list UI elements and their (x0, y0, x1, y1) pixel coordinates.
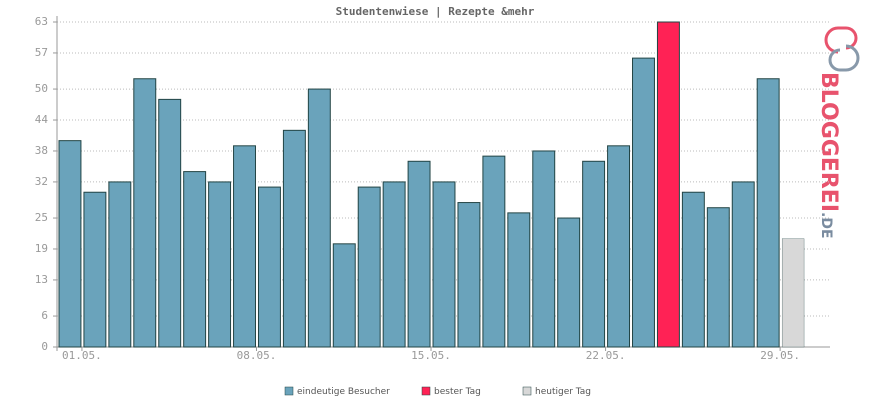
y-tick-label: 44 (35, 113, 49, 126)
logo (824, 26, 860, 72)
logo-shape (824, 26, 858, 54)
logo-shape (828, 44, 860, 72)
watermark-suffix: .DE (818, 212, 834, 239)
legend-swatch (421, 386, 431, 396)
legend-swatch (522, 386, 532, 396)
y-tick-label: 0 (41, 340, 48, 353)
x-tick-label: 29.05. (760, 349, 800, 362)
y-tick-label: 38 (35, 144, 48, 157)
bar (557, 217, 581, 348)
bar (108, 181, 132, 348)
y-tick-label: 19 (35, 242, 48, 255)
bar (282, 129, 306, 348)
legend-item: heutiger Tag (522, 386, 591, 397)
legend-label: heutiger Tag (535, 387, 591, 397)
bar (58, 140, 82, 348)
bar (432, 181, 456, 348)
x-tick-label: 01.05. (62, 349, 102, 362)
bar (407, 160, 431, 348)
bar (208, 181, 232, 348)
bar (731, 181, 755, 348)
bar (133, 78, 157, 348)
watermark: BLOGGEREI.DE (816, 72, 841, 239)
legend-swatch (284, 386, 294, 396)
bar (457, 202, 481, 348)
y-tick-label: 13 (35, 273, 48, 286)
legend-label: bester Tag (434, 387, 481, 397)
watermark-main: BLOGGEREI (816, 72, 841, 212)
legend-item: eindeutige Besucher (284, 386, 390, 397)
bar (482, 155, 506, 348)
x-tick-label: 15.05. (411, 349, 451, 362)
bar (681, 191, 705, 348)
y-tick-label: 57 (35, 46, 48, 59)
bar (582, 160, 606, 348)
y-tick-label: 6 (41, 309, 48, 322)
bar (632, 57, 655, 348)
bar (656, 21, 680, 348)
y-tick-label: 63 (35, 15, 48, 28)
bar (183, 171, 207, 348)
legend-item: bester Tag (421, 386, 481, 397)
bar (507, 212, 531, 348)
y-tick-label: 25 (35, 211, 48, 224)
bar (83, 191, 107, 348)
bar (233, 145, 256, 348)
bar (307, 88, 331, 348)
bar (706, 207, 730, 348)
bar (532, 150, 556, 348)
legend-label: eindeutige Besucher (297, 387, 390, 397)
bar (357, 186, 381, 348)
bar (382, 181, 406, 348)
x-tick-label: 08.05. (237, 349, 277, 362)
chart-title: Studentenwiese | Rezepte &mehr (336, 5, 535, 18)
bar (607, 145, 631, 348)
bar (257, 186, 281, 348)
y-tick-label: 32 (35, 175, 48, 188)
bar (756, 78, 780, 348)
bar (158, 98, 182, 348)
y-tick-label: 50 (35, 82, 48, 95)
bar (332, 243, 356, 348)
bar (781, 238, 805, 348)
x-tick-label: 22.05. (586, 349, 626, 362)
